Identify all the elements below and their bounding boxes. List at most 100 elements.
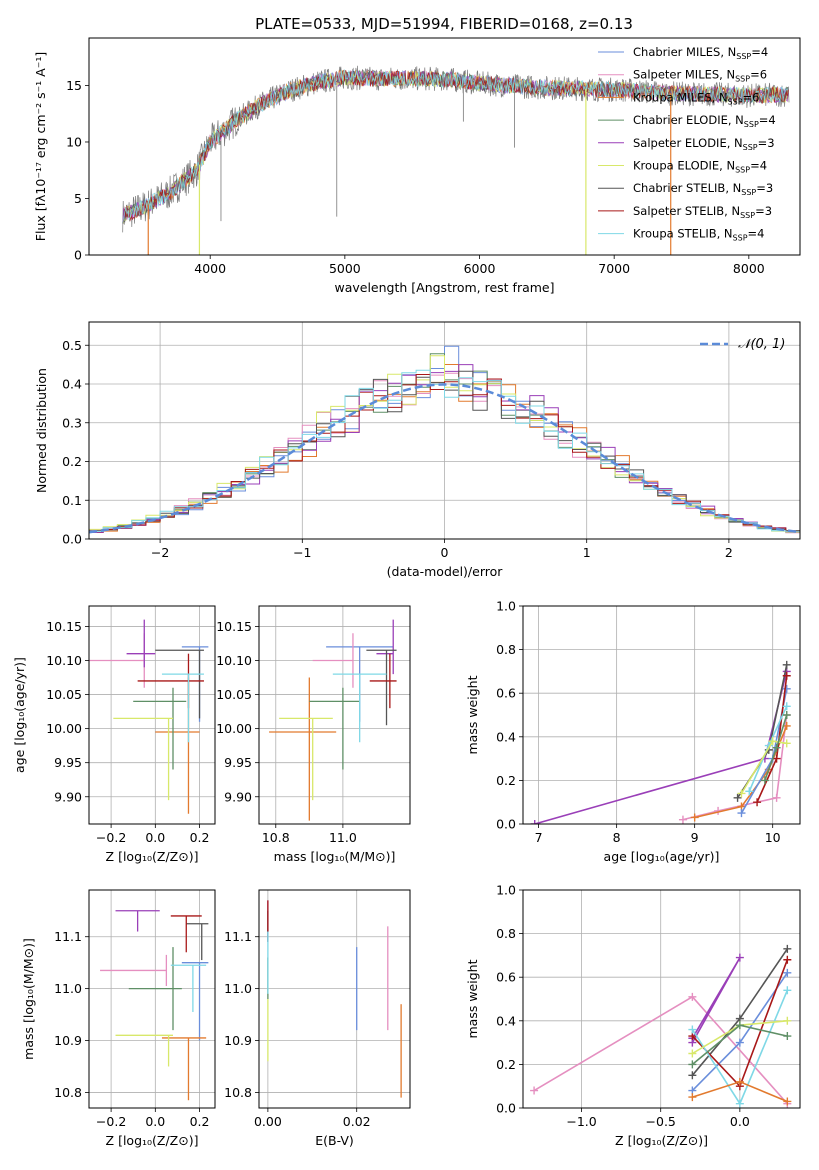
spectrum-axes: 4000 5000 6000 7000 8000 0 5 10 15 wavelength [An… <box>33 52 765 295</box>
mass_vs_z-ytick-label: 11.1 <box>54 929 82 944</box>
weight_vs_age-ytick-label: 0.4 <box>496 729 516 744</box>
weight_vs_z-marker-chabrier_elodie <box>688 1060 697 1069</box>
weight_vs_z-xtick-label: −1.0 <box>566 1114 596 1129</box>
weight_vs_age-marker-kroupa_elodie <box>737 789 746 798</box>
weight_vs_age-marker-chabrier_stelib <box>782 660 791 669</box>
spectrum-ytick-label: 5 <box>74 191 82 206</box>
weight_vs_z-marker-kroupa_miles <box>783 1097 792 1106</box>
weight_vs_age-xtick-label: 10 <box>765 830 781 845</box>
weight_vs_z-marker-kroupa_elodie <box>783 1016 792 1025</box>
spectrum-legend: Chabrier MILES, NSSP=4 Salpeter MILES, NS… <box>598 45 776 243</box>
weight_vs_z-ytick-label: 0.2 <box>496 1057 516 1072</box>
residuals-xtick-label: 0 <box>441 545 449 560</box>
spectrum-xlabel: wavelength [Angstrom, rest frame] <box>334 280 554 295</box>
spectrum-xtick-label: 8000 <box>733 261 765 276</box>
spectrum-ylabel: Flux [fλ10⁻¹⁷ erg cm⁻² s⁻¹ A⁻¹] <box>33 52 48 241</box>
spectrum-data-line <box>122 65 790 233</box>
residuals-ylabel: Normed distribution <box>34 368 49 493</box>
mass_vs_z-ylabel: mass [log₁₀(M/M⊙)] <box>21 938 36 1060</box>
mass_vs_z-ytick-label: 10.9 <box>54 1033 82 1048</box>
spectrum-xtick-label: 5000 <box>329 261 361 276</box>
spectrum-xtick-label: 7000 <box>598 261 630 276</box>
age_vs_mass-xlabel: mass [log₁₀(M/M⊙)] <box>274 849 396 864</box>
weight_vs_z-marker-salpeter_elodie <box>735 953 744 962</box>
spectrum-model-kroupa_stelib <box>122 68 789 224</box>
residuals-xtick-label: 2 <box>725 545 733 560</box>
weight_vs_z-ytick-label: 0.0 <box>496 1101 516 1116</box>
residuals-ytick-label: 0.0 <box>62 532 82 547</box>
weight_vs_z-marker-salpeter_miles <box>688 992 697 1001</box>
legend-label-chabrier_elodie: Chabrier ELODIE, NSSP=4 <box>633 113 776 129</box>
weight_vs_z-ytick-label: 0.6 <box>496 970 516 985</box>
age_vs_mass-ytick-label: 9.95 <box>224 755 252 770</box>
weight_vs_age-marker-kroupa_elodie <box>768 737 777 746</box>
weight_vs_z-marker-kroupa_stelib <box>688 1025 697 1034</box>
weight_vs_age-xlabel: age [log₁₀(age/yr)] <box>604 849 720 864</box>
age_vs_mass-points <box>269 619 397 821</box>
weight_vs_age-marker-salpeter_elodie <box>530 820 539 824</box>
weight_vs_z-frame <box>522 889 801 1109</box>
weight_vs_z-marker-chabrier_miles <box>735 1038 744 1047</box>
age_vs_mass-ytick-label: 10.00 <box>216 721 252 736</box>
residuals-hist <box>89 345 800 535</box>
weight_vs_age-marker-chabrier_miles <box>782 684 791 693</box>
age_vs_z-xtick-label: 0.2 <box>190 830 210 845</box>
weight_vs_age-xtick-label: 7 <box>535 830 543 845</box>
legend-label-kroupa_miles: Kroupa MILES, NSSP=6 <box>633 90 759 106</box>
age_vs_z-ytick-label: 10.05 <box>46 687 82 702</box>
weight_vs_age-marker-chabrier_miles <box>737 809 746 818</box>
weight_vs_age-marker-chabrier_elodie <box>760 776 769 785</box>
residuals-ytick-label: 0.5 <box>62 338 82 353</box>
mass_vs_ebv-ytick-label: 10.8 <box>224 1085 252 1100</box>
residuals-ytick-label: 0.2 <box>62 454 82 469</box>
residuals-xlabel: (data-model)/error <box>387 564 504 579</box>
weight_vs_age-marker-kroupa_stelib <box>745 787 754 796</box>
residuals-xtick-label: −1 <box>293 545 311 560</box>
spectrum-ytick-label: 15 <box>66 78 82 93</box>
residuals-frame <box>88 321 801 540</box>
spectrum-lines <box>122 65 790 255</box>
residuals-ytick-label: 0.4 <box>62 377 82 392</box>
mass_vs_ebv-xtick-label: 0.02 <box>343 1114 371 1129</box>
mass_vs_ebv-xlabel: E(B-V) <box>315 1133 354 1148</box>
weight_vs_age-marker-salpeter_stelib <box>782 671 791 680</box>
age_vs_z-ytick-label: 10.15 <box>46 619 82 634</box>
age_vs_z-frame <box>88 605 216 825</box>
legend-label-chabrier_miles: Chabrier MILES, NSSP=4 <box>633 45 768 61</box>
age_vs_mass-ytick-label: 10.10 <box>216 653 252 668</box>
weight_vs_age-lines <box>530 660 791 824</box>
weight_vs_age-ytick-label: 0.6 <box>496 686 516 701</box>
legend-label-kroupa_stelib: Kroupa STELIB, NSSP=4 <box>633 227 764 243</box>
residuals-ytick-label: 0.1 <box>62 493 82 508</box>
weight_vs_age-marker-chabrier_stelib <box>733 793 742 802</box>
age_vs_z-ytick-label: 10.10 <box>46 653 82 668</box>
weight_vs_age-marker-salpeter_miles <box>678 815 687 824</box>
weight_vs_z-ytick-label: 0.4 <box>496 1013 516 1028</box>
spectrum-model-salpeter_stelib <box>122 69 789 224</box>
residuals-ytick-label: 0.3 <box>62 415 82 430</box>
weight_vs_age-marker-kroupa_elodie <box>782 739 791 748</box>
age_vs_mass-axes: 10.8 11.0 9.90 9.95 10.00 10.05 10.10 10.15 mass… <box>216 606 410 864</box>
age_vs_z-ytick-label: 9.90 <box>54 789 82 804</box>
legend-label-salpeter_miles: Salpeter MILES, NSSP=6 <box>633 68 767 84</box>
weight_vs_age-marker-kroupa_miles <box>690 813 699 822</box>
weight_vs_age-ytick-label: 0.8 <box>496 642 516 657</box>
weight_vs_age-ytick-label: 0.0 <box>496 817 516 832</box>
weight_vs_z-marker-kroupa_miles <box>688 1093 697 1102</box>
weight_vs_age-marker-salpeter_miles <box>772 793 781 802</box>
weight_vs_z-ytick-label: 1.0 <box>496 883 516 898</box>
weight_vs_z-xlabel: Z [log₁₀(Z/Z⊙)] <box>615 1133 708 1148</box>
weight_vs_age-xtick-label: 8 <box>613 830 621 845</box>
weight_vs_z-lines <box>530 944 792 1108</box>
legend-label-chabrier_stelib: Chabrier STELIB, NSSP=3 <box>633 181 773 197</box>
spectrum-model-chabrier_stelib <box>122 70 789 224</box>
weight_vs_age-ytick-label: 1.0 <box>496 599 516 614</box>
weight_vs_z-marker-chabrier_stelib <box>688 1071 697 1080</box>
spectrum-ytick-label: 10 <box>66 134 82 149</box>
weight_vs_age-frame <box>522 605 801 825</box>
residuals-xtick-label: 1 <box>583 545 591 560</box>
weight_vs_z-xtick-label: −0.5 <box>646 1114 676 1129</box>
mass_vs_ebv-frame <box>258 889 411 1109</box>
